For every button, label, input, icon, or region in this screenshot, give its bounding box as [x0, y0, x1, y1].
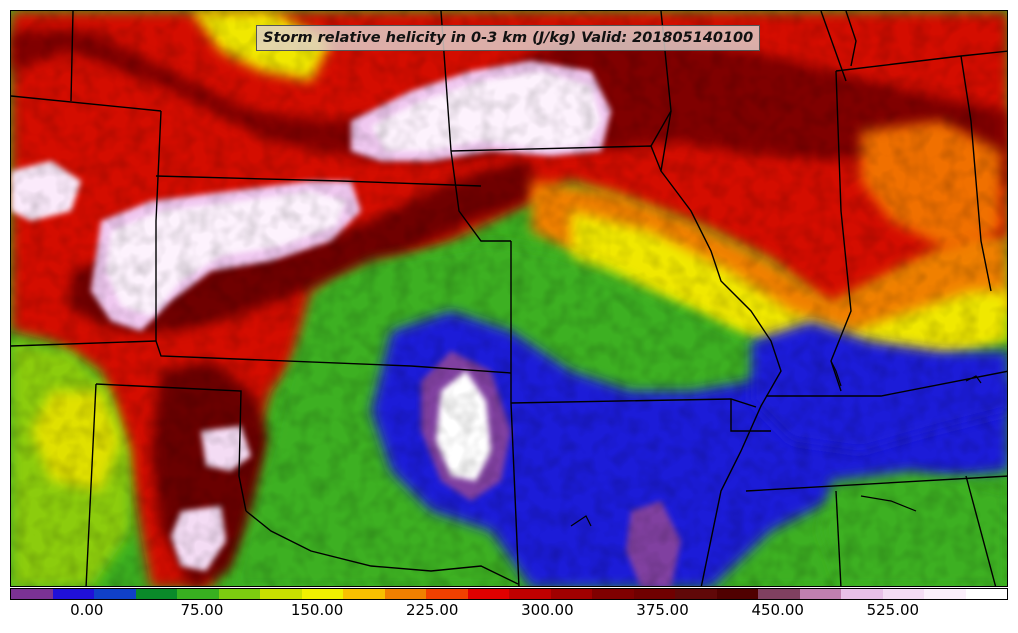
colorbar-tick-labels: 0.00 75.00 150.00 225.00 300.00 375.00 450.00 5…	[0, 601, 1018, 627]
map-frame: Storm relative helicity in 0-3 km (J/kg)…	[10, 10, 1008, 587]
colorbar-tick-label: 225.00	[405, 601, 459, 619]
colorbar-segment	[799, 589, 841, 599]
colorbar-segment	[675, 589, 717, 599]
colorbar-tick-label: 75.00	[180, 601, 224, 619]
colorbar-segment	[218, 589, 260, 599]
colorbar-segment	[260, 589, 302, 599]
colorbar-segment	[509, 589, 551, 599]
field-layers	[11, 11, 1007, 586]
colorbar	[10, 588, 1008, 600]
colorbar-tick-label: 375.00	[636, 601, 689, 619]
colorbar-segment	[177, 589, 219, 599]
colorbar-segment	[965, 589, 1007, 599]
map-title: Storm relative helicity in 0-3 km (J/kg)…	[256, 25, 761, 51]
colorbar-segment	[426, 589, 468, 599]
colorbar-tick-label: 525.00	[866, 601, 920, 619]
colorbar-segment	[758, 589, 800, 599]
colorbar-segment	[924, 589, 966, 599]
colorbar-segment	[135, 589, 177, 599]
colorbar-tick-label: 300.00	[521, 601, 574, 619]
colorbar-segment	[11, 589, 53, 599]
colorbar-segment	[550, 589, 592, 599]
colorbar-segment	[301, 589, 343, 599]
colorbar-segment	[384, 589, 426, 599]
colorbar-segment	[882, 589, 924, 599]
colorbar-tick-label: 150.00	[290, 601, 344, 619]
colorbar-segment	[94, 589, 136, 599]
colorbar-segment	[52, 589, 94, 599]
colorbar-tick-label: 0.00	[70, 601, 104, 619]
coastline	[570, 360, 982, 527]
helicity-map	[11, 11, 1007, 586]
colorbar-segment	[633, 589, 675, 599]
state-boundaries	[11, 11, 1007, 586]
colorbar-segment	[716, 589, 758, 599]
colorbar-tick-label: 450.00	[751, 601, 804, 619]
colorbar-segment	[841, 589, 883, 599]
colorbar-segment	[467, 589, 509, 599]
colorbar-segment	[592, 589, 634, 599]
colorbar-segment	[343, 589, 385, 599]
